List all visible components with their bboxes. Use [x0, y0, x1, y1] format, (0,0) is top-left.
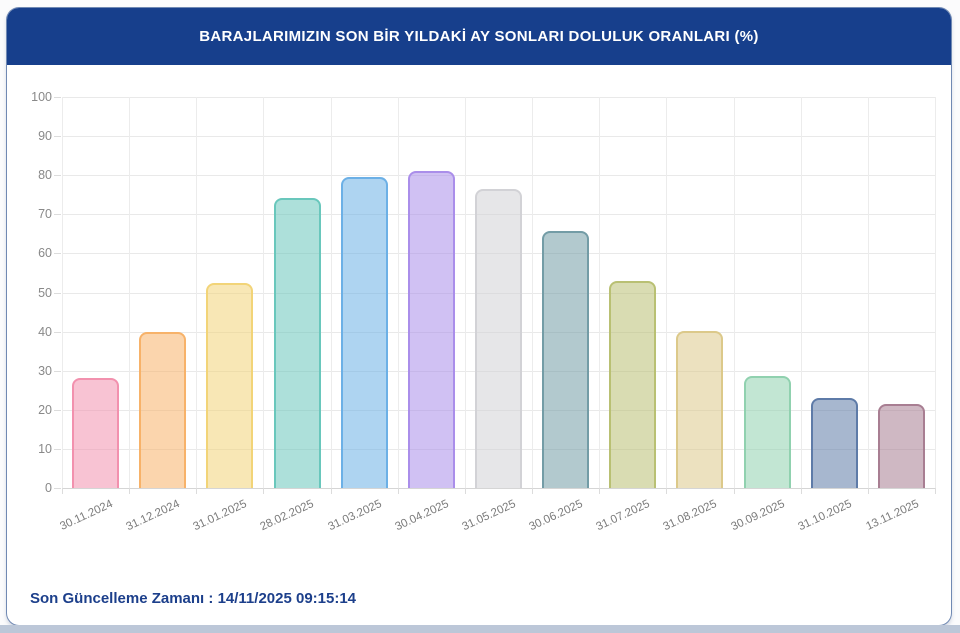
y-tick-mark [54, 97, 61, 98]
x-axis-label-text: 30.04.2025 [393, 498, 451, 534]
x-axis-label-text: 30.09.2025 [728, 498, 787, 534]
x-axis-label-text: 30.11.2024 [58, 498, 115, 533]
page-bottom-strip [0, 625, 960, 633]
x-tick-mark [62, 488, 63, 494]
y-axis-label: 20 [38, 402, 52, 417]
y-tick-mark [54, 175, 61, 177]
x-tick-mark [330, 488, 332, 494]
last-update-value: 14/11/2025 09:15:14 [217, 590, 357, 607]
gridline-v [867, 97, 869, 488]
gridline-v [733, 97, 735, 488]
x-tick-mark [867, 488, 869, 494]
x-tick-mark [599, 488, 601, 494]
y-tick-mark [54, 253, 61, 255]
last-update-line: Son Güncelleme Zamanı : 14/11/2025 09:15… [30, 590, 356, 607]
x-axis-label-text: 31.10.2025 [796, 498, 854, 534]
last-update-separator: : [204, 590, 218, 607]
gridline-v [464, 97, 466, 488]
gridline-v [397, 97, 399, 488]
bar[interactable] [139, 331, 187, 488]
x-axis-labels: 30.11.2024 31.12.2024 31.01.2025 28.02.2025… [58, 488, 935, 548]
bar[interactable] [743, 375, 791, 488]
x-tick-mark [666, 488, 668, 494]
last-update-label: Son Güncelleme Zamanı [30, 590, 205, 607]
y-tick-mark [54, 331, 61, 333]
bar[interactable] [273, 197, 321, 488]
x-tick-mark [800, 488, 802, 494]
bar[interactable] [475, 189, 522, 488]
x-tick-mark [733, 488, 735, 494]
bar[interactable] [676, 331, 724, 488]
x-axis-label-text: 31.03.2025 [326, 498, 384, 534]
gridline-v [599, 97, 601, 488]
gridline-v [330, 97, 332, 488]
gridline-h [62, 175, 935, 177]
x-axis-label-text: 28.02.2025 [258, 498, 317, 534]
x-tick-mark [196, 488, 198, 494]
chart-title: BARAJLARIMIZIN SON BİR YILDAKİ AY SONLAR… [199, 28, 759, 45]
y-tick-mark [54, 136, 61, 138]
gridline-v [666, 97, 668, 488]
x-axis-label-text: 31.01.2025 [191, 498, 249, 534]
bar-chart: 0 10 20 30 40 50 60 70 80 90 100 30.11.2024 31.12.2… [31, 90, 936, 533]
y-tick-mark [54, 214, 61, 216]
bar[interactable] [206, 283, 254, 488]
y-axis-label: 0 [45, 481, 52, 495]
card-header: BARAJLARIMIZIN SON BİR YILDAKİ AY SONLAR… [7, 8, 951, 65]
gridline-v [263, 97, 265, 488]
gridline-h [62, 136, 935, 138]
gridline-h [62, 488, 935, 489]
dam-occupancy-card: BARAJLARIMIZIN SON BİR YILDAKİ AY SONLAR… [7, 8, 951, 625]
bar[interactable] [609, 280, 657, 488]
y-axis-label: 30 [38, 363, 52, 378]
x-axis-label-text: 13.11.2025 [864, 498, 921, 533]
x-tick-mark [397, 488, 399, 494]
gridline-v [196, 97, 198, 488]
y-axis-label: 80 [38, 168, 52, 183]
bar[interactable] [542, 230, 590, 488]
x-tick-mark [129, 488, 131, 494]
x-axis-label-text: 31.05.2025 [460, 498, 518, 534]
x-tick-mark [532, 488, 534, 494]
y-axis-label: 60 [38, 246, 52, 261]
y-tick-mark [54, 488, 61, 489]
plot-area: 0 10 20 30 40 50 60 70 80 90 100 [31, 90, 936, 495]
x-axis-label-text: 31.08.2025 [661, 498, 720, 534]
gridline-v [935, 97, 936, 488]
y-tick-mark [54, 370, 61, 372]
gridline-v [532, 97, 534, 488]
gridline-v [800, 97, 802, 488]
y-axis-label: 40 [38, 324, 52, 339]
x-axis-label-text: 31.12.2024 [124, 498, 182, 534]
bar[interactable] [72, 378, 120, 488]
gridline-v [62, 97, 63, 488]
bar[interactable] [407, 171, 455, 488]
x-tick-mark [935, 488, 936, 494]
x-tick-mark [464, 488, 466, 494]
bar[interactable] [877, 404, 925, 488]
y-axis-label: 10 [38, 441, 52, 456]
y-axis-label: 50 [38, 285, 52, 300]
y-axis-label: 70 [38, 207, 52, 222]
gridline-h [62, 97, 935, 98]
x-tick-mark [263, 488, 265, 494]
bar[interactable] [340, 177, 388, 488]
y-tick-mark [54, 292, 61, 294]
y-axis-label: 100 [31, 90, 52, 104]
bar[interactable] [810, 398, 858, 488]
x-axis-label-text: 30.06.2025 [527, 498, 585, 534]
gridline-v [129, 97, 131, 488]
y-tick-mark [54, 448, 61, 450]
y-axis-label: 90 [38, 129, 52, 144]
y-tick-mark [54, 409, 61, 411]
x-axis-label-text: 31.07.2025 [594, 498, 652, 534]
